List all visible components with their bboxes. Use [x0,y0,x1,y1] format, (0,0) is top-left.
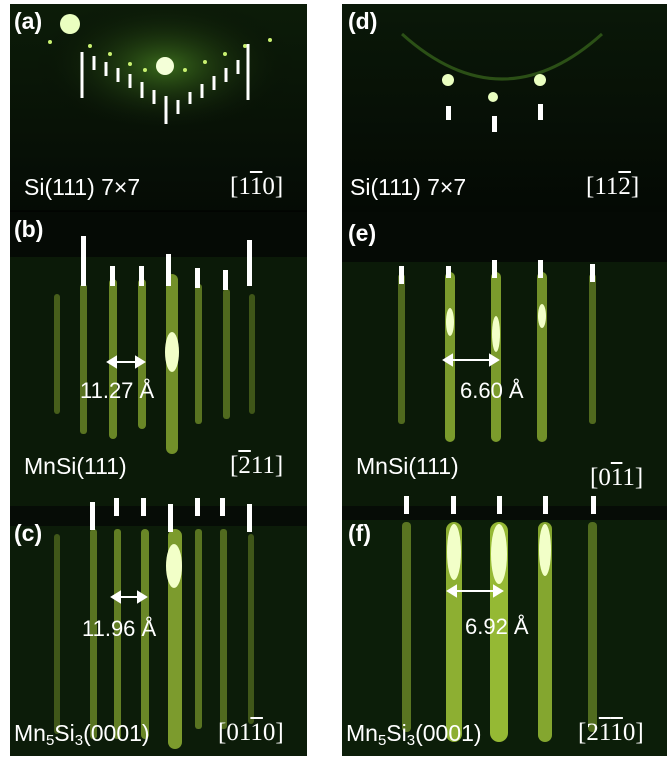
panel-e-surface-label: MnSi(111) [356,453,459,479]
panel-f-surface-label: Mn5Si3(0001) [346,720,482,749]
panel-a-direction: [110] [230,173,284,200]
panel-a-surface-label: Si(111) 7×7 [24,174,141,200]
left-column-drawing [10,4,307,756]
panel-e-spacing-value: 6.60 Å [460,378,524,403]
panel-b-specular-spot [165,332,179,372]
panel-f-shadow [342,506,667,520]
panel-c-specular-spot [166,544,182,588]
panel-e-markers [399,260,595,284]
panel-b-markers [81,236,252,290]
panel-d-letter: (d) [348,8,378,34]
panel-d-markers [446,104,543,132]
panel-c-spacing-arrow [110,590,148,604]
panel-f-letter: (f) [348,520,371,546]
panel-e-shadow [342,212,667,262]
rheed-column-left [10,4,307,756]
panel-c-spacing-value: 11.96 Å [82,616,157,641]
panel-c-background [10,526,307,756]
panel-b-letter: (b) [14,216,44,242]
panel-b-surface-label: MnSi(111) [24,453,127,479]
panel-c-markers [90,498,252,532]
panel-f-spacing-value: 6.92 Å [465,614,529,639]
panel-f-markers [404,496,596,514]
panel-d-surface-label: Si(111) 7×7 [350,174,467,200]
panel-d-spots [442,74,546,102]
panel-e-bright-spots [446,304,546,352]
panel-b-shadow [10,212,307,257]
right-column-drawing [342,4,667,756]
panel-e-spacing-arrow [442,353,500,367]
panel-e-letter: (e) [348,220,377,246]
panel-a-spots [48,14,272,75]
panel-b-spacing-value: 11.27 Å [80,378,155,403]
panel-e-direction: [011] [590,464,644,491]
panel-b-background [10,257,307,506]
panel-d-background [342,4,667,211]
panel-a-markers [80,44,250,124]
panel-f-streaks [402,522,597,742]
panel-f-spacing-arrow [446,584,504,598]
panel-e-background [342,262,667,506]
panel-f-direction: [2110] [578,719,644,746]
panel-c-shadow [10,506,307,526]
panel-c-letter: (c) [14,520,43,546]
panel-d-laue-arc [400,32,604,81]
rheed-column-right [342,4,667,756]
panel-c-surface-label: Mn5Si3(0001) [14,720,150,749]
panel-b-direction: [211] [230,452,284,479]
panel-f-bright-spots [447,524,551,584]
panel-d-direction: [112] [586,173,640,200]
panel-a-letter: (a) [14,8,43,34]
panel-c-direction: [0110] [218,719,284,746]
panel-b-spacing-arrow [106,355,146,369]
